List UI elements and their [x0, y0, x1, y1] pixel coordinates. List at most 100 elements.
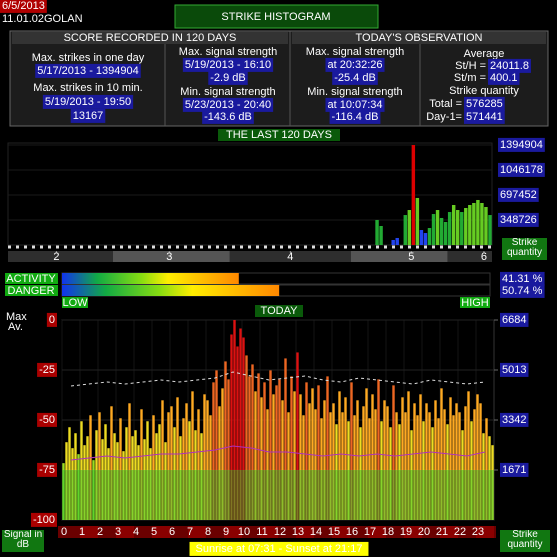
bar-base: [212, 470, 215, 520]
section-header: [12, 32, 288, 44]
label: Max. signal strength: [179, 46, 277, 58]
bar: [383, 400, 386, 520]
bar: [476, 394, 479, 520]
bar: [278, 379, 281, 520]
bar: [215, 370, 218, 520]
bar: [439, 217, 444, 245]
bar-base: [314, 470, 317, 520]
bar-base: [455, 470, 458, 520]
bar: [152, 415, 155, 520]
y-tick-label: -25: [39, 364, 55, 376]
x-tick-label: 20: [418, 526, 430, 538]
x-tick-label: 6: [481, 251, 487, 263]
bar-base: [350, 470, 353, 520]
bar: [305, 382, 308, 520]
y2-tick-label: 6684: [502, 314, 526, 326]
bar-base: [200, 470, 203, 520]
x-tick-label: 12: [274, 526, 286, 538]
bar-base: [191, 470, 194, 520]
y-tick-label: -75: [39, 464, 55, 476]
bar-base: [401, 470, 404, 520]
bar-base: [359, 470, 362, 520]
bar: [479, 403, 482, 520]
value-box: [70, 108, 106, 123]
bar: [473, 409, 476, 520]
x-tick-label: 9: [223, 526, 229, 538]
date-box: [0, 0, 47, 13]
x-tick-label: 2: [97, 526, 103, 538]
bar-base: [263, 470, 266, 520]
bar: [392, 385, 395, 520]
bar-base: [377, 470, 380, 520]
y-tick-label: 348726: [500, 214, 537, 226]
bar: [236, 346, 239, 520]
bar-base: [341, 470, 344, 520]
bar: [167, 412, 170, 520]
low-box: [62, 297, 88, 308]
bar-base: [335, 470, 338, 520]
bar: [371, 394, 374, 520]
date: 6/5/2013: [2, 0, 45, 12]
bar-base: [188, 470, 191, 520]
bar-base: [467, 470, 470, 520]
bar-base: [215, 470, 218, 520]
bar: [428, 412, 431, 520]
bar-base: [419, 470, 422, 520]
bar-base: [395, 470, 398, 520]
section-label-box: [218, 129, 340, 141]
x-tick-label: 15: [328, 526, 340, 538]
value: 24011.8: [490, 60, 529, 72]
value: 13167: [73, 110, 104, 122]
bar-base: [62, 470, 65, 520]
value: -25.4 dB: [334, 72, 376, 84]
bar: [456, 210, 460, 245]
bar-base: [416, 470, 419, 520]
bar: [484, 207, 488, 245]
bar: [308, 403, 311, 520]
value: 5/23/2013 - 20:40: [185, 99, 271, 111]
bar-base: [443, 470, 446, 520]
bar: [176, 397, 179, 520]
bar: [485, 418, 488, 520]
y-axis-label: Signal in dB: [2, 530, 44, 552]
label: Strike quantity: [449, 85, 519, 97]
bar: [302, 415, 305, 520]
bar: [128, 403, 131, 520]
bar: [365, 388, 368, 520]
bar-base: [134, 470, 137, 520]
bar-base: [86, 470, 89, 520]
bar: [416, 415, 419, 520]
bar-base: [320, 470, 323, 520]
x-tick-label: 5: [408, 251, 414, 263]
bar: [119, 418, 122, 520]
signal-line: [70, 371, 486, 387]
bar: [329, 412, 332, 520]
label: Total =: [429, 98, 462, 110]
value: -116.4 dB: [332, 111, 379, 123]
bar-base: [317, 470, 320, 520]
meter-label: ACTIVITY: [6, 273, 56, 285]
bar: [375, 219, 379, 245]
x-tick-label: 7: [187, 526, 193, 538]
bar: [110, 406, 113, 520]
y-tick-label-box: [498, 187, 539, 202]
bar-base: [260, 470, 263, 520]
y2-tick-label-box: [500, 412, 529, 427]
bar-base: [365, 470, 368, 520]
bar-base: [398, 470, 401, 520]
bar-base: [275, 470, 278, 520]
bar: [423, 233, 428, 245]
value: 571441: [466, 111, 503, 123]
bar: [230, 334, 233, 520]
bar-base: [410, 470, 413, 520]
bar-base: [197, 470, 200, 520]
y-tick-label-box: [498, 137, 545, 152]
bar: [468, 204, 472, 245]
bar-base: [218, 470, 221, 520]
bar: [227, 379, 230, 520]
y-tick-label-box: [46, 312, 57, 327]
bar: [341, 412, 344, 520]
bar: [455, 403, 458, 520]
bar: [449, 397, 452, 520]
bar: [206, 400, 209, 520]
